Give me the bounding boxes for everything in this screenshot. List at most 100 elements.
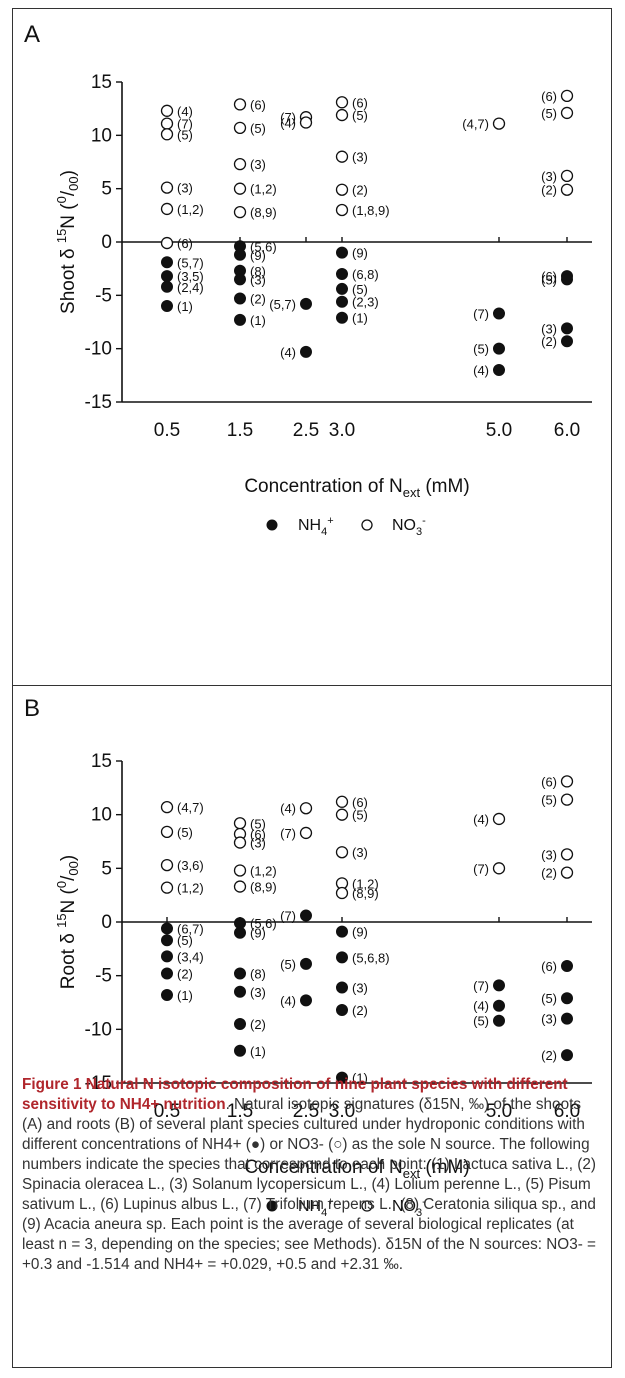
data-point-label: (2) xyxy=(541,866,557,881)
data-point-label: (6,8) xyxy=(352,267,379,282)
data-point-label: (2) xyxy=(352,1003,368,1018)
data-point-nh4 xyxy=(300,994,312,1007)
x-tick-label: 0.5 xyxy=(154,420,180,441)
data-point-nh4 xyxy=(336,282,348,295)
y-tick-label: 15 xyxy=(91,72,112,93)
data-point-no3 xyxy=(233,880,247,893)
data-point-label: (1,2) xyxy=(177,881,204,896)
data-point-label: (5,6) xyxy=(250,916,277,931)
data-point-label: (4) xyxy=(280,116,296,131)
data-point-nh4 xyxy=(234,1044,246,1057)
data-point-no3 xyxy=(335,150,349,163)
data-point-nh4 xyxy=(336,311,348,324)
legend-label-no3: NO3- xyxy=(392,1196,426,1219)
data-point-label: (1) xyxy=(352,311,368,326)
data-point-nh4 xyxy=(561,335,573,348)
data-point-label: (5) xyxy=(541,991,557,1006)
data-point-label: (3,6) xyxy=(177,858,204,873)
data-point-label: (2) xyxy=(250,1017,266,1032)
data-point-label: (8) xyxy=(250,967,266,982)
data-point-no3 xyxy=(335,183,349,196)
data-point-no3 xyxy=(335,795,349,808)
legend-marker-no3 xyxy=(361,519,373,531)
data-point-label: (1) xyxy=(177,988,193,1003)
data-point-nh4 xyxy=(493,342,505,355)
data-point-nh4 xyxy=(561,273,573,286)
data-point-label: (5) xyxy=(250,121,266,136)
data-point-label: (4) xyxy=(473,812,489,827)
data-point-no3 xyxy=(335,808,349,821)
x-tick-label: 1.5 xyxy=(227,420,253,441)
data-point-label: (5) xyxy=(352,808,368,823)
y-tick-label: 5 xyxy=(101,858,112,879)
data-point-no3 xyxy=(233,836,247,849)
data-point-label: (5) xyxy=(473,1014,489,1029)
caption-title: Figure 1 Natural N isotopic composition … xyxy=(22,1076,568,1113)
data-point-nh4 xyxy=(234,313,246,326)
data-point-no3 xyxy=(492,862,506,875)
data-point-nh4 xyxy=(336,246,348,259)
data-point-label: (4) xyxy=(280,993,296,1008)
figure-caption: Figure 1 Natural N isotopic composition … xyxy=(22,1075,604,1275)
x-axis-label: Concentration of Next (mM) xyxy=(244,1157,469,1181)
data-point-label: (5) xyxy=(541,106,557,121)
data-point-no3 xyxy=(560,775,574,788)
data-point-label: (1,2) xyxy=(352,876,379,891)
data-point-label: (2) xyxy=(541,334,557,349)
data-point-nh4 xyxy=(493,1014,505,1027)
data-point-no3 xyxy=(160,825,174,838)
data-point-label: (6) xyxy=(541,269,557,284)
data-point-label: (3) xyxy=(352,845,368,860)
data-point-label: (5) xyxy=(177,933,193,948)
x-tick-label: 5.0 xyxy=(486,420,512,441)
data-point-nh4 xyxy=(561,992,573,1005)
data-point-label: (1,8,9) xyxy=(352,203,390,218)
data-point-nh4 xyxy=(336,925,348,938)
y-tick-label: 15 xyxy=(91,751,112,772)
data-point-nh4 xyxy=(234,1017,246,1030)
data-point-label: (3,4) xyxy=(177,949,204,964)
data-point-no3 xyxy=(560,106,574,120)
data-point-nh4 xyxy=(300,297,312,310)
data-point-label: (5,6) xyxy=(250,239,277,254)
data-point-no3 xyxy=(233,98,247,111)
data-point-label: (8) xyxy=(250,264,266,279)
data-point-nh4 xyxy=(561,960,573,973)
data-point-nh4 xyxy=(161,300,173,312)
data-point-nh4 xyxy=(234,292,246,305)
data-point-label: (6) xyxy=(250,827,266,842)
y-tick-label: -10 xyxy=(85,1019,112,1040)
data-point-no3 xyxy=(233,182,247,195)
data-point-no3 xyxy=(233,157,247,171)
data-point-label: (5,7) xyxy=(177,255,204,270)
data-point-label: (9) xyxy=(352,246,368,261)
y-tick-label: -5 xyxy=(95,966,112,987)
data-point-label: (8,9) xyxy=(352,886,379,901)
data-point-label: (5) xyxy=(352,108,368,123)
data-point-label: (4,7) xyxy=(177,800,204,815)
data-point-label: (2,4) xyxy=(177,280,204,295)
data-point-no3 xyxy=(560,169,574,183)
data-point-label: (6) xyxy=(177,236,193,251)
data-point-nh4 xyxy=(493,307,505,320)
x-tick-label: 3.0 xyxy=(329,420,355,441)
data-point-label: (9) xyxy=(250,248,266,263)
data-point-no3 xyxy=(160,117,174,130)
legend-label-nh4: NH4+ xyxy=(298,1196,334,1219)
data-point-no3 xyxy=(160,128,174,141)
legend-marker-nh4 xyxy=(266,1200,278,1212)
data-point-nh4 xyxy=(161,256,173,269)
data-point-label: (4) xyxy=(177,104,193,119)
data-point-label: (3) xyxy=(250,836,266,851)
data-point-no3 xyxy=(560,89,574,103)
data-point-nh4 xyxy=(561,1049,573,1062)
data-point-label: (8,9) xyxy=(250,205,277,220)
data-point-no3 xyxy=(560,866,574,879)
data-point-nh4 xyxy=(561,1012,573,1025)
data-point-no3 xyxy=(335,203,349,217)
x-tick-label: 5.0 xyxy=(486,1101,512,1122)
data-point-no3 xyxy=(492,117,506,130)
legend-label-no3: NO3- xyxy=(392,515,426,538)
x-tick-label: 6.0 xyxy=(554,1101,580,1122)
data-point-label: (7) xyxy=(473,861,489,876)
